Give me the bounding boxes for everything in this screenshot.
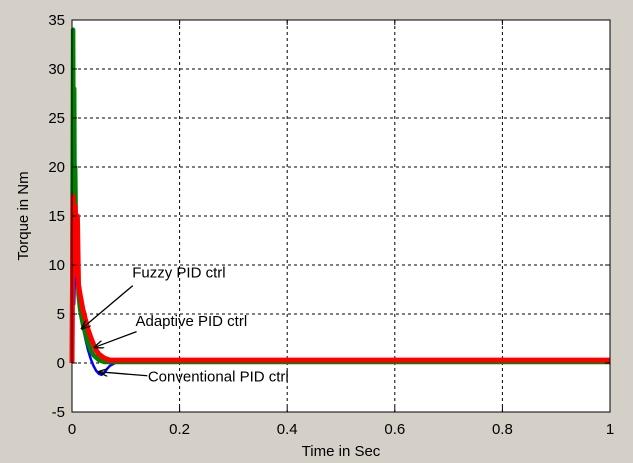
annotation-arrow bbox=[82, 285, 134, 329]
annotation-label: Fuzzy PID ctrl bbox=[132, 265, 225, 282]
x-tick-label: 0.6 bbox=[384, 421, 405, 438]
y-tick-label: 10 bbox=[48, 257, 65, 274]
y-tick-label: 15 bbox=[48, 208, 65, 225]
annotations: Fuzzy PID ctrl Adaptive PID ctrl Conventio… bbox=[82, 265, 289, 386]
annotation-label: Conventional PID ctrl bbox=[148, 369, 289, 386]
y-tick-label: 5 bbox=[57, 306, 65, 323]
y-tick-label: 25 bbox=[48, 110, 65, 127]
x-tick-label: 0 bbox=[68, 421, 76, 438]
annotation-label: Adaptive PID ctrl bbox=[135, 313, 247, 330]
annotation-arrow bbox=[95, 331, 137, 348]
y-tick-label: -5 bbox=[52, 404, 65, 421]
x-tick-label: 0.4 bbox=[277, 421, 298, 438]
x-tick-label: 1 bbox=[606, 421, 614, 438]
series-line-adaptive-pid-ctrl bbox=[69, 193, 610, 364]
annotation-arrow bbox=[99, 372, 148, 376]
x-tick-label: 0.8 bbox=[492, 421, 513, 438]
series-lines bbox=[69, 27, 610, 377]
y-tick-label: 30 bbox=[48, 61, 65, 78]
x-axis-label: Time in Sec bbox=[302, 443, 381, 460]
plot-area bbox=[72, 20, 610, 412]
x-tick-label: 0.2 bbox=[169, 421, 190, 438]
grid bbox=[72, 20, 610, 412]
y-tick-label: 35 bbox=[48, 12, 65, 29]
y-tick-label: 0 bbox=[57, 355, 65, 372]
y-tick-label: 20 bbox=[48, 159, 65, 176]
y-axis-label: Torque in Nm bbox=[15, 171, 32, 260]
